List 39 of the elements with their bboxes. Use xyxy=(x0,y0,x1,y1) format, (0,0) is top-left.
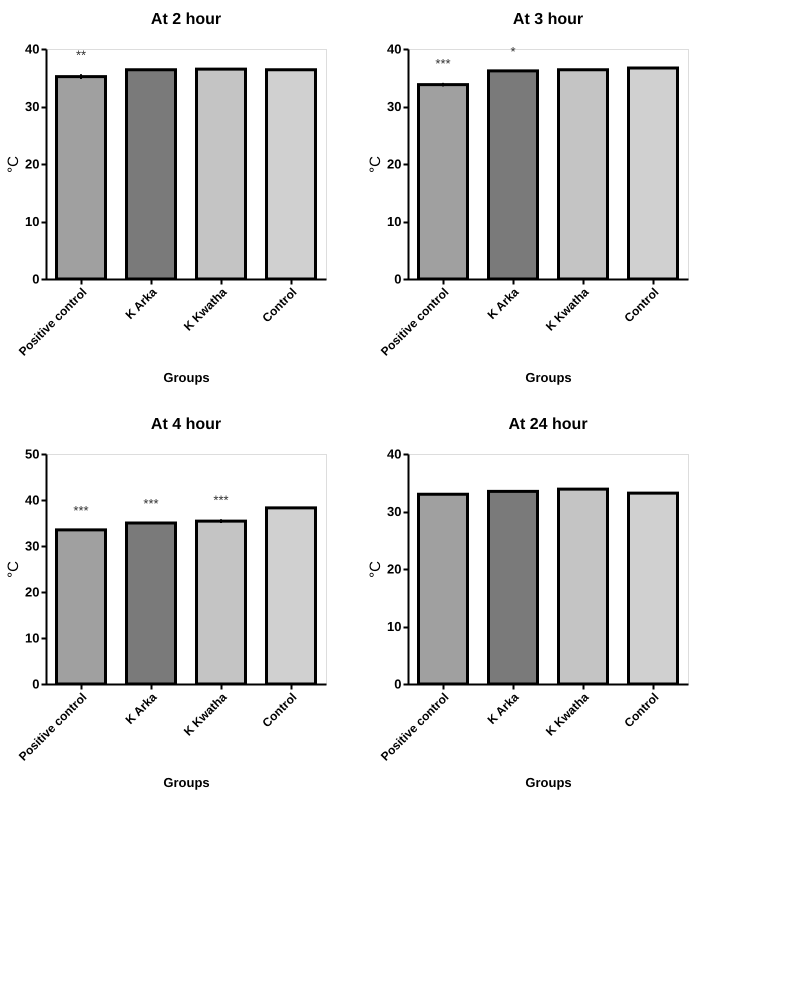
y-tick-label: 10 xyxy=(387,214,402,229)
y-tick-label: 40 xyxy=(387,42,402,56)
x-axis-title: Groups xyxy=(525,370,572,385)
y-tick-label: 0 xyxy=(32,676,40,692)
annotation: *** xyxy=(213,492,229,508)
y-tick-label: 0 xyxy=(394,676,402,692)
chart-title: At 24 hour xyxy=(508,416,588,433)
y-axis-title: °C xyxy=(367,560,384,578)
annotation: *** xyxy=(73,502,89,518)
y-tick-label: 20 xyxy=(387,562,402,576)
y-tick-label: 30 xyxy=(25,538,40,554)
y-tick-label: 40 xyxy=(387,446,402,462)
y-tick-label: 20 xyxy=(25,584,40,600)
y-tick-label: 30 xyxy=(25,99,40,114)
annotation: *** xyxy=(143,496,159,511)
y-tick-label: 10 xyxy=(25,214,40,229)
y-tick-label: 50 xyxy=(25,446,40,462)
x-axis-title: Groups xyxy=(525,774,572,790)
annotation: ** xyxy=(76,47,86,62)
y-axis-title: °C xyxy=(5,156,22,173)
y-tick-label: 0 xyxy=(394,272,402,286)
x-axis-title: Groups xyxy=(163,774,210,790)
y-tick-label: 10 xyxy=(25,630,40,646)
chart-title: At 4 hour xyxy=(150,416,222,433)
y-tick-label: 20 xyxy=(25,156,40,172)
y-tick-label: 20 xyxy=(387,156,402,172)
y-axis-title: °C xyxy=(5,560,22,578)
y-tick-label: 30 xyxy=(387,99,402,114)
chart-title: At 2 hour xyxy=(150,11,222,28)
annotation: *** xyxy=(435,56,451,71)
y-tick-label: 30 xyxy=(387,504,402,519)
y-tick-label: 40 xyxy=(25,42,40,56)
y-tick-label: 40 xyxy=(25,492,40,508)
y-tick-label: 0 xyxy=(32,272,40,286)
y-tick-label: 10 xyxy=(387,619,402,634)
x-axis-title: Groups xyxy=(163,370,210,385)
annotation: * xyxy=(510,44,516,59)
chart-title: At 3 hour xyxy=(512,11,584,28)
y-axis-title: °C xyxy=(367,156,384,173)
